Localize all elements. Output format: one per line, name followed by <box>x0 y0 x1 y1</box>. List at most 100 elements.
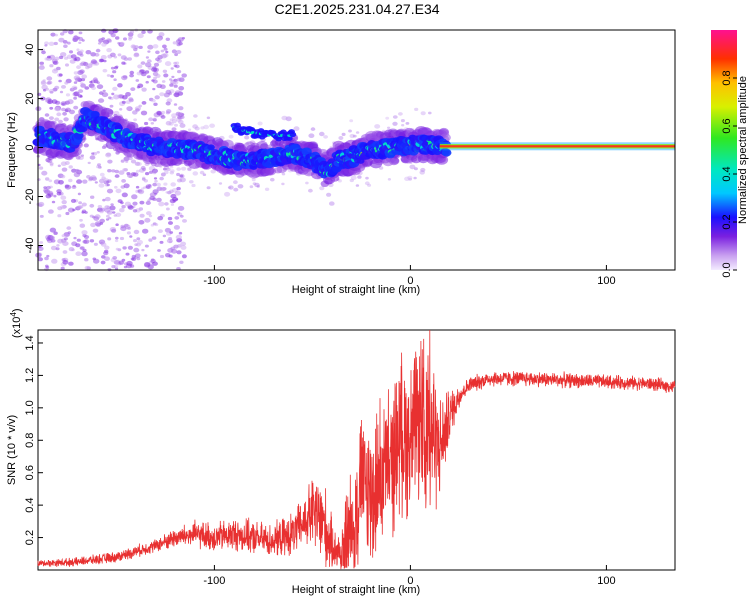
spectrogram-cell <box>113 78 117 81</box>
spectrogram-cell <box>145 56 149 59</box>
spectrogram-cell <box>147 264 154 270</box>
spectrogram-cell <box>54 56 60 61</box>
spectrogram-cell <box>58 79 62 83</box>
spectrogram-cell <box>160 110 166 115</box>
spectrogram-cell <box>145 201 151 205</box>
spectrogram-cell <box>150 223 155 227</box>
spectrogram-cell <box>281 182 285 186</box>
spectrogram-cell <box>81 202 87 207</box>
spectrogram-cell <box>152 182 158 187</box>
spectrogram-cell <box>114 174 120 178</box>
snr-x-ticks: -100 0 100 <box>203 565 616 587</box>
spectrogram-cell <box>441 148 452 157</box>
spectrogram-cell <box>233 180 238 185</box>
spectrogram-cell <box>341 132 346 136</box>
spectrogram-cell <box>79 69 85 74</box>
spectrogram-cell <box>114 239 119 243</box>
spectrogram-cell <box>106 188 114 194</box>
spectrogram-cell <box>75 155 81 160</box>
spectrogram-cell <box>114 185 118 189</box>
spectrogram-cell <box>176 250 182 255</box>
spectrogram-cell <box>156 182 162 187</box>
spectrogram-cell <box>326 192 332 197</box>
spectrogram-cell <box>160 49 165 53</box>
spectrogram-cell <box>64 56 69 60</box>
spectrogram-cell <box>54 85 60 90</box>
spectrogram-cell <box>50 239 56 243</box>
spectrogram-cell <box>133 239 137 243</box>
snr-y-tick-label: 0.2 <box>24 530 36 545</box>
spectrogram-cell <box>159 92 165 97</box>
spectrogram-cell <box>132 172 139 177</box>
spectrogram-cell <box>146 59 152 63</box>
spectrogram-cell <box>112 255 118 260</box>
spectrogram-cell <box>123 183 130 189</box>
spectrogram-cell <box>164 202 169 206</box>
spectrogram-cell <box>82 179 88 184</box>
spectrogram-cell <box>144 70 150 74</box>
spectrogram-cell <box>100 260 106 265</box>
spectrogram-cell <box>400 119 405 123</box>
spectrogram-cell <box>70 198 77 203</box>
spectrogram-cell <box>132 110 138 115</box>
spectrogram-cell <box>84 258 89 262</box>
spectrogram-cell <box>94 181 98 184</box>
spectrogram-cell <box>37 246 44 251</box>
spectrogram-cell <box>168 221 173 225</box>
spectrogram-cell <box>108 217 112 220</box>
spectrogram-cell <box>124 201 131 207</box>
spectrogram-cell <box>96 84 104 90</box>
spectrogram-cell <box>305 181 309 185</box>
spectrogram-cell <box>165 37 170 41</box>
spectrogram-cell <box>136 239 143 245</box>
spectrogram-cell <box>176 39 182 44</box>
spectrogram-cell <box>144 254 148 257</box>
spectrogram-cell <box>96 81 100 84</box>
spectrogram-cell <box>179 117 183 120</box>
spectrogram-cell <box>38 166 44 170</box>
spectrogram-cell <box>105 218 110 221</box>
spectrogram-cell <box>153 117 157 121</box>
spectrogram-cell <box>152 118 157 122</box>
spectrogram-cell <box>106 152 111 157</box>
spectrogram-cell <box>285 116 292 122</box>
spectrogram-cell <box>60 174 66 179</box>
spectrogram-cell <box>163 167 167 171</box>
spectrogram-cell <box>61 107 66 112</box>
spectrogram-cell <box>143 179 148 183</box>
spectrogram-cell <box>39 61 44 65</box>
snr-multiplier: (x104) <box>9 308 23 338</box>
spectrogram-cell <box>142 228 149 234</box>
spectrogram-cell <box>89 155 96 160</box>
spectrogram-cell <box>136 257 141 261</box>
spectrogram-cell <box>65 211 70 216</box>
spectrogram-cell <box>387 178 391 181</box>
spectrogram-cell <box>64 161 70 165</box>
spectrogram-cell <box>106 180 110 184</box>
spectrogram-cell <box>96 151 100 154</box>
spectrogram-cell <box>56 112 62 117</box>
spectrogram-cell <box>132 45 136 49</box>
spectrogram-cell <box>73 105 79 110</box>
spectrogram-cell <box>144 244 149 248</box>
spectrogram-cell <box>75 251 82 256</box>
spectrogram-cell <box>80 78 86 82</box>
spectrogram-cell <box>419 170 426 175</box>
spectrogram-cell <box>160 53 167 59</box>
spectrogram-cell <box>61 85 66 89</box>
spectrogram-cell <box>308 133 315 138</box>
spectrogram-cell <box>181 73 187 78</box>
spectrogram-cell <box>136 237 141 241</box>
spectrogram-cell <box>53 231 58 235</box>
chart-title: C2E1.2025.231.04.27.E34 <box>274 1 439 17</box>
spectrogram-cell <box>141 177 146 181</box>
spectrogram-cell <box>154 223 159 227</box>
spectrogram-x-axis-label: Height of straight line (km) <box>292 284 420 296</box>
spectrogram-cell <box>53 194 57 198</box>
spectrogram-cell <box>200 126 205 130</box>
spectrogram-cell <box>191 183 196 188</box>
spectrogram-cell <box>199 170 205 175</box>
spectrogram-cell <box>152 261 158 266</box>
